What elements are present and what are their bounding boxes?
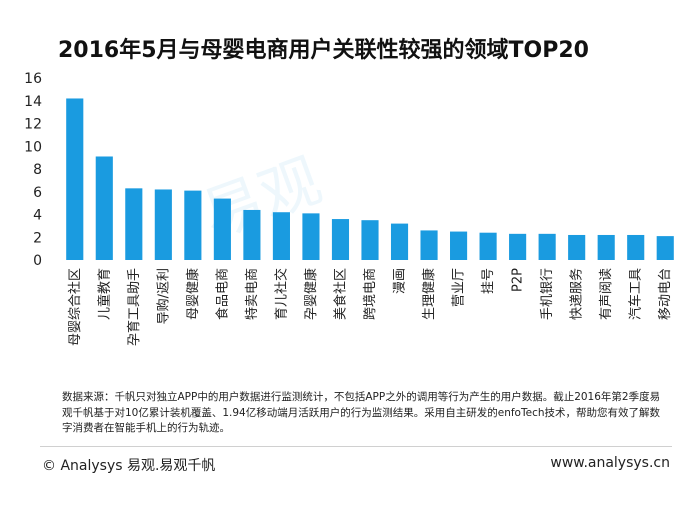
bar — [568, 234, 586, 260]
bar — [213, 198, 231, 260]
x-tick-label: 生理健康 — [421, 268, 437, 320]
y-tick-label: 10 — [24, 139, 42, 155]
y-tick-label: 14 — [24, 94, 42, 110]
data-source-note: 数据来源：千帆只对独立APP中的用户数据进行监测统计，不包括APP之外的调用等行… — [62, 391, 661, 434]
bar-chart-svg: 0 2 4 6 8 10 12 14 16 母婴综合社区 儿童教育 孕育工具助手 导购/返利 母婴健康 食品… — [24, 71, 674, 346]
bar — [479, 232, 497, 260]
footer-divider — [40, 446, 672, 447]
bar — [390, 223, 409, 260]
bar — [331, 219, 350, 260]
y-tick-label: 2 — [33, 230, 42, 246]
y-tick-label: 0 — [33, 253, 42, 269]
x-tick-label: 有声阅读 — [599, 268, 614, 320]
footer-website: www.analysys.cn — [550, 455, 670, 471]
x-tick-label: 挂号 — [481, 268, 496, 294]
bar — [302, 213, 320, 260]
x-tick-label: 手机银行 — [540, 268, 555, 320]
x-tick-label: 育儿社交 — [273, 268, 289, 320]
x-tick-label: 母婴综合社区 — [67, 268, 83, 346]
x-tick-label: 跨境电商 — [363, 268, 378, 320]
y-tick-label: 4 — [33, 208, 42, 224]
bar — [154, 189, 172, 260]
bar — [509, 233, 527, 260]
x-tick-label: 漫画 — [393, 268, 408, 294]
bar — [538, 233, 556, 260]
bar — [361, 220, 379, 260]
x-tick-label: 特卖电商 — [245, 268, 260, 320]
x-tick-label: 汽车工具 — [628, 268, 644, 320]
x-tick-label: 导购/返利 — [155, 268, 171, 324]
x-tick-label: P2P — [511, 268, 526, 292]
bar — [66, 98, 84, 260]
bar — [627, 234, 645, 260]
x-tick-label: 美食社区 — [332, 268, 348, 320]
y-tick-label: 16 — [24, 71, 42, 87]
x-tick-label: 孕婴健康 — [303, 268, 319, 320]
chart-title: 2016年5月与母婴电商用户关联性较强的领域TOP20 — [58, 38, 589, 63]
bar — [656, 236, 674, 260]
bar — [125, 188, 143, 260]
y-tick-label: 12 — [24, 117, 42, 133]
bar-chart: 0 2 4 6 8 10 12 14 16 母婴综合社区 儿童教育 孕育工具助手 导购/返利 母婴健康 食品… — [0, 60, 700, 390]
x-tick-label: 移动电台 — [658, 268, 673, 320]
bar — [597, 234, 615, 260]
y-tick-label: 8 — [33, 162, 42, 178]
x-tick-label: 快递服务 — [569, 268, 585, 320]
x-tick-label: 营业厅 — [452, 268, 467, 307]
bar — [243, 209, 261, 260]
bar — [420, 230, 438, 260]
x-tick-label: 母婴健康 — [185, 268, 201, 320]
footer-copyright: © Analysys 易观.易观千帆 — [42, 458, 216, 474]
bar — [184, 190, 202, 260]
x-tick-label: 儿童教育 — [96, 268, 112, 320]
bar — [95, 156, 113, 260]
x-tick-label: 孕育工具助手 — [126, 268, 142, 346]
bar — [272, 212, 290, 260]
x-tick-label: 食品电商 — [214, 268, 230, 320]
y-tick-label: 6 — [33, 185, 42, 201]
bar — [450, 231, 468, 260]
